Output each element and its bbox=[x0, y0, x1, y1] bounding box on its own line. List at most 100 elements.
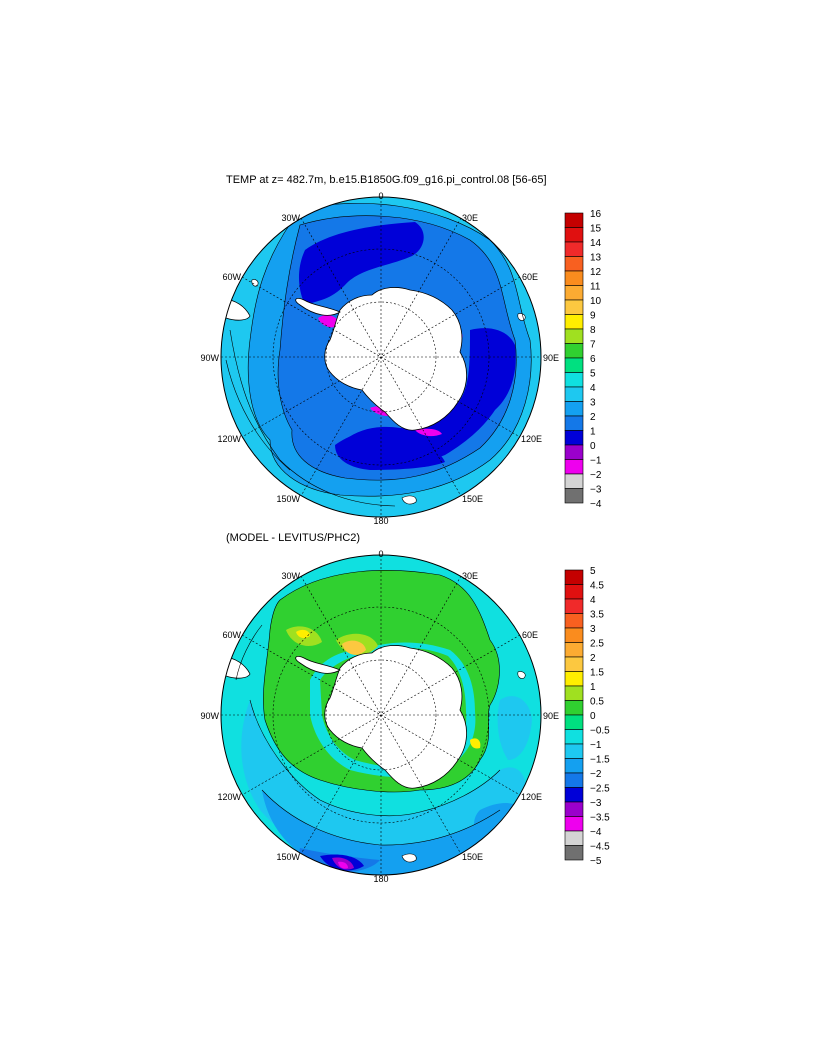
cb-label: 15 bbox=[590, 224, 602, 235]
cb-label: 13 bbox=[590, 253, 602, 264]
cb-label: 0 bbox=[590, 711, 596, 722]
anomaly-band-neg1.5-neg1 bbox=[241, 700, 527, 866]
lon-label-30w: 30W bbox=[281, 213, 300, 223]
cb-label: 3.5 bbox=[590, 610, 604, 621]
lon-label-150e: 150E bbox=[462, 494, 483, 504]
cb-swatch bbox=[564, 386, 584, 402]
lon-label-90e: 90E bbox=[543, 353, 559, 363]
lon-label-60w: 60W bbox=[222, 272, 241, 282]
cb-label: −2.5 bbox=[590, 784, 610, 795]
cb-swatch bbox=[564, 656, 584, 672]
cb-swatch bbox=[564, 845, 584, 861]
lon-label-30e: 30E bbox=[462, 213, 478, 223]
cb-label: 14 bbox=[590, 238, 602, 249]
lon-label-90w: 90W bbox=[200, 711, 219, 721]
cb-label: 3 bbox=[590, 624, 596, 635]
cb-swatch bbox=[564, 314, 584, 330]
cb-swatch bbox=[564, 430, 584, 446]
cb-swatch bbox=[564, 758, 584, 774]
panel-difference: (MODEL - LEVITUS/PHC2) bbox=[200, 532, 610, 884]
cb-label: −2 bbox=[590, 769, 602, 780]
cb-swatch bbox=[564, 256, 584, 272]
cb-swatch bbox=[564, 743, 584, 759]
anomaly-band-1-1.5 bbox=[296, 629, 310, 639]
colorbar-labels: 5 4.5 4 3.5 3 2.5 2 1.5 1 0.5 0 −0.5 −1 … bbox=[590, 566, 610, 867]
lon-label-120e: 120E bbox=[521, 792, 542, 802]
cb-label: 9 bbox=[590, 311, 596, 322]
graticule bbox=[221, 197, 541, 517]
lon-label-120w: 120W bbox=[217, 434, 241, 444]
longitude-labels: 0 30E 60E 90E 120E 150E 180 150W 120W 90… bbox=[200, 549, 559, 884]
lon-label-60e: 60E bbox=[522, 272, 538, 282]
polar-map bbox=[221, 197, 541, 517]
cb-label: −2 bbox=[590, 470, 602, 481]
cb-swatch bbox=[564, 685, 584, 701]
panel-temperature: TEMP at z= 482.7m, b.e15.B1850G.f09_g16.… bbox=[200, 174, 601, 526]
cb-swatch bbox=[564, 227, 584, 243]
cb-label: 7 bbox=[590, 340, 596, 351]
lon-label-180: 180 bbox=[373, 516, 388, 526]
cb-label: −3 bbox=[590, 485, 602, 496]
cb-swatch bbox=[564, 299, 584, 315]
temp-band-neg2-neg1 bbox=[415, 428, 442, 437]
cb-swatch bbox=[564, 714, 584, 730]
cb-swatch bbox=[564, 816, 584, 832]
antarctica-landmass bbox=[324, 287, 467, 431]
cb-label: 10 bbox=[590, 296, 602, 307]
lon-label-60e: 60E bbox=[522, 630, 538, 640]
cb-swatch bbox=[564, 473, 584, 489]
colorbar-labels: 16 15 14 13 12 11 10 9 8 7 6 5 4 3 2 1 0… bbox=[590, 209, 602, 510]
lon-label-60w: 60W bbox=[222, 630, 241, 640]
cb-label: −1.5 bbox=[590, 755, 610, 766]
cb-label: −3 bbox=[590, 798, 602, 809]
cb-swatch bbox=[564, 613, 584, 629]
cb-label: 3 bbox=[590, 398, 596, 409]
cb-label: −3.5 bbox=[590, 813, 610, 824]
anomaly-band-1-1.5 bbox=[470, 738, 481, 749]
antarctica-landmass bbox=[324, 645, 467, 789]
cb-swatch bbox=[564, 444, 584, 460]
colorbar: 16 15 14 13 12 11 10 9 8 7 6 5 4 3 2 1 0… bbox=[564, 209, 602, 510]
cb-swatch bbox=[564, 830, 584, 846]
cb-swatch bbox=[564, 415, 584, 431]
cb-label: −1 bbox=[590, 456, 602, 467]
anomaly-band-neg1.5-neg1-east bbox=[497, 696, 532, 760]
graticule bbox=[221, 555, 541, 875]
anomaly-band-1.5-2 bbox=[342, 640, 366, 655]
lon-label-120w: 120W bbox=[217, 792, 241, 802]
cb-label: 0.5 bbox=[590, 697, 604, 708]
cb-label: −5 bbox=[590, 856, 602, 867]
cb-swatch bbox=[564, 584, 584, 600]
island-coast bbox=[401, 495, 417, 505]
lon-label-30e: 30E bbox=[462, 571, 478, 581]
cb-swatch bbox=[564, 801, 584, 817]
cb-swatch bbox=[564, 598, 584, 614]
cb-label: 4 bbox=[590, 595, 596, 606]
contour-lines bbox=[235, 570, 501, 846]
cb-swatch bbox=[564, 642, 584, 658]
lon-label-120e: 120E bbox=[521, 434, 542, 444]
lon-label-0: 0 bbox=[378, 191, 383, 201]
colorbar-swatches bbox=[564, 212, 584, 504]
cb-swatch bbox=[564, 700, 584, 716]
island-coast bbox=[251, 279, 259, 287]
panel-title: TEMP at z= 482.7m, b.e15.B1850G.f09_g16.… bbox=[226, 174, 547, 186]
cb-label: 2.5 bbox=[590, 639, 604, 650]
cb-swatch bbox=[564, 569, 584, 585]
cb-label: 6 bbox=[590, 354, 596, 365]
cb-label: 11 bbox=[590, 282, 601, 293]
antarctic-peninsula bbox=[295, 297, 341, 316]
cb-swatch bbox=[564, 241, 584, 257]
cb-swatch bbox=[564, 627, 584, 643]
polar-map bbox=[221, 555, 541, 875]
cb-label: 4 bbox=[590, 383, 596, 394]
island-coast bbox=[401, 853, 417, 863]
cb-label: 2 bbox=[590, 653, 596, 664]
island-coast bbox=[517, 313, 526, 321]
cb-label: 8 bbox=[590, 325, 596, 336]
cb-swatch bbox=[564, 488, 584, 504]
cb-label: −1 bbox=[590, 740, 602, 751]
cb-label: 2 bbox=[590, 412, 596, 423]
cb-swatch bbox=[564, 328, 584, 344]
